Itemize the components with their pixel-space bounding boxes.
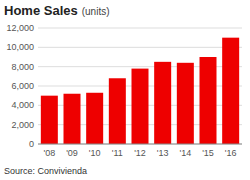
x-tick-label: '13: [157, 148, 169, 158]
bar: [132, 69, 149, 144]
x-tick-label: '16: [225, 148, 237, 158]
x-tick-label: '12: [134, 148, 146, 158]
x-axis-line: [38, 144, 242, 145]
grid-line: [38, 144, 242, 145]
y-tick-label: 4,000: [11, 100, 34, 110]
bar: [200, 57, 217, 144]
x-tick-label: '11: [112, 148, 123, 158]
bar: [64, 94, 81, 144]
grid-line: [38, 47, 242, 48]
x-tick-label: '15: [202, 148, 214, 158]
y-tick-label: 8,000: [11, 62, 34, 72]
y-tick-label: 12,000: [6, 23, 34, 33]
x-tick-label: '10: [89, 148, 101, 158]
bar: [154, 62, 171, 144]
source: Source: Convivienda: [4, 166, 87, 176]
x-tick-label: '08: [43, 148, 55, 158]
chart-svg: Home Sales (units) 0 2,000 4,000 6,000 8,000 10…: [0, 0, 250, 180]
bar: [109, 78, 126, 144]
subtitle: (units): [82, 6, 110, 17]
bar: [41, 96, 58, 144]
y-tick-label: 0: [29, 139, 34, 149]
y-tick-label: 2,000: [11, 120, 34, 130]
title: Home Sales: [4, 3, 78, 18]
chart-container: Home Sales (units) 0 2,000 4,000 6,000 8,000 10…: [0, 0, 250, 180]
bars: [41, 38, 239, 144]
grid: [38, 28, 242, 144]
y-tick-label: 6,000: [11, 81, 34, 91]
y-tick-label: 10,000: [6, 42, 34, 52]
x-tick-label: '14: [179, 148, 191, 158]
x-tick-label: '09: [66, 148, 78, 158]
bar: [86, 93, 103, 144]
grid-line: [38, 28, 242, 29]
bar: [222, 38, 239, 144]
bar: [177, 63, 194, 144]
